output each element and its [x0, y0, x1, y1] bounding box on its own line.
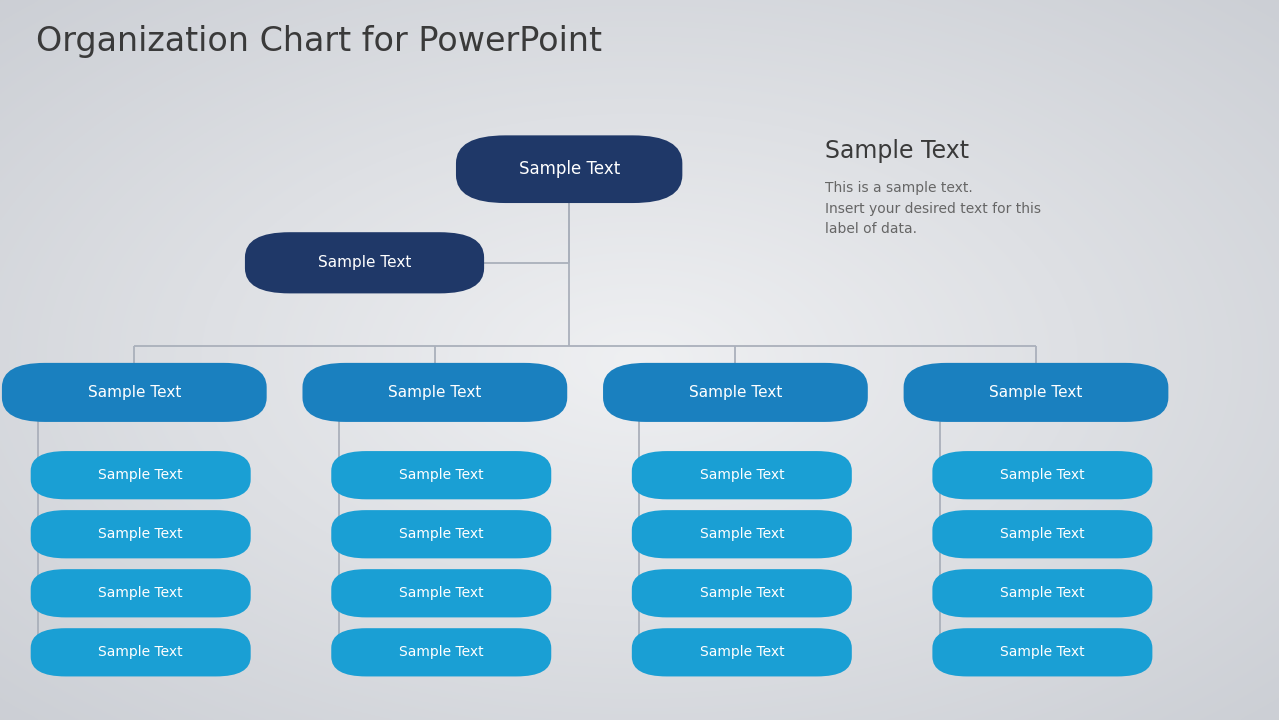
FancyBboxPatch shape — [457, 135, 683, 203]
FancyBboxPatch shape — [632, 628, 852, 677]
FancyBboxPatch shape — [903, 363, 1168, 422]
FancyBboxPatch shape — [632, 569, 852, 617]
FancyBboxPatch shape — [31, 569, 251, 617]
Text: Sample Text: Sample Text — [399, 527, 483, 541]
FancyBboxPatch shape — [604, 363, 867, 422]
FancyBboxPatch shape — [632, 510, 852, 559]
FancyBboxPatch shape — [31, 628, 251, 677]
Text: Sample Text: Sample Text — [317, 256, 412, 270]
Text: Sample Text: Sample Text — [399, 645, 483, 660]
Text: Sample Text: Sample Text — [399, 468, 483, 482]
Text: Sample Text: Sample Text — [1000, 586, 1085, 600]
Text: Sample Text: Sample Text — [1000, 468, 1085, 482]
Text: Sample Text: Sample Text — [989, 385, 1083, 400]
Text: Sample Text: Sample Text — [700, 468, 784, 482]
Text: Sample Text: Sample Text — [399, 586, 483, 600]
Text: Organization Chart for PowerPoint: Organization Chart for PowerPoint — [36, 25, 602, 58]
Text: Sample Text: Sample Text — [98, 527, 183, 541]
FancyBboxPatch shape — [331, 510, 551, 559]
Text: Sample Text: Sample Text — [700, 527, 784, 541]
Text: Sample Text: Sample Text — [1000, 645, 1085, 660]
FancyBboxPatch shape — [932, 628, 1152, 677]
FancyBboxPatch shape — [31, 510, 251, 559]
FancyBboxPatch shape — [303, 363, 567, 422]
FancyBboxPatch shape — [31, 451, 251, 500]
Text: Sample Text: Sample Text — [688, 385, 783, 400]
FancyBboxPatch shape — [244, 232, 483, 294]
Text: Sample Text: Sample Text — [388, 385, 482, 400]
Text: This is a sample text.
Insert your desired text for this
label of data.: This is a sample text. Insert your desir… — [825, 181, 1041, 236]
Text: Sample Text: Sample Text — [87, 385, 182, 400]
Text: Sample Text: Sample Text — [700, 586, 784, 600]
Text: Sample Text: Sample Text — [1000, 527, 1085, 541]
FancyBboxPatch shape — [331, 569, 551, 617]
Text: Sample Text: Sample Text — [825, 139, 969, 163]
FancyBboxPatch shape — [932, 451, 1152, 500]
FancyBboxPatch shape — [331, 628, 551, 677]
Text: Sample Text: Sample Text — [98, 468, 183, 482]
FancyBboxPatch shape — [632, 451, 852, 500]
FancyBboxPatch shape — [932, 510, 1152, 559]
Text: Sample Text: Sample Text — [700, 645, 784, 660]
Text: Sample Text: Sample Text — [518, 161, 620, 179]
Text: Sample Text: Sample Text — [98, 586, 183, 600]
Text: Sample Text: Sample Text — [98, 645, 183, 660]
FancyBboxPatch shape — [932, 569, 1152, 617]
FancyBboxPatch shape — [3, 363, 266, 422]
FancyBboxPatch shape — [331, 451, 551, 500]
